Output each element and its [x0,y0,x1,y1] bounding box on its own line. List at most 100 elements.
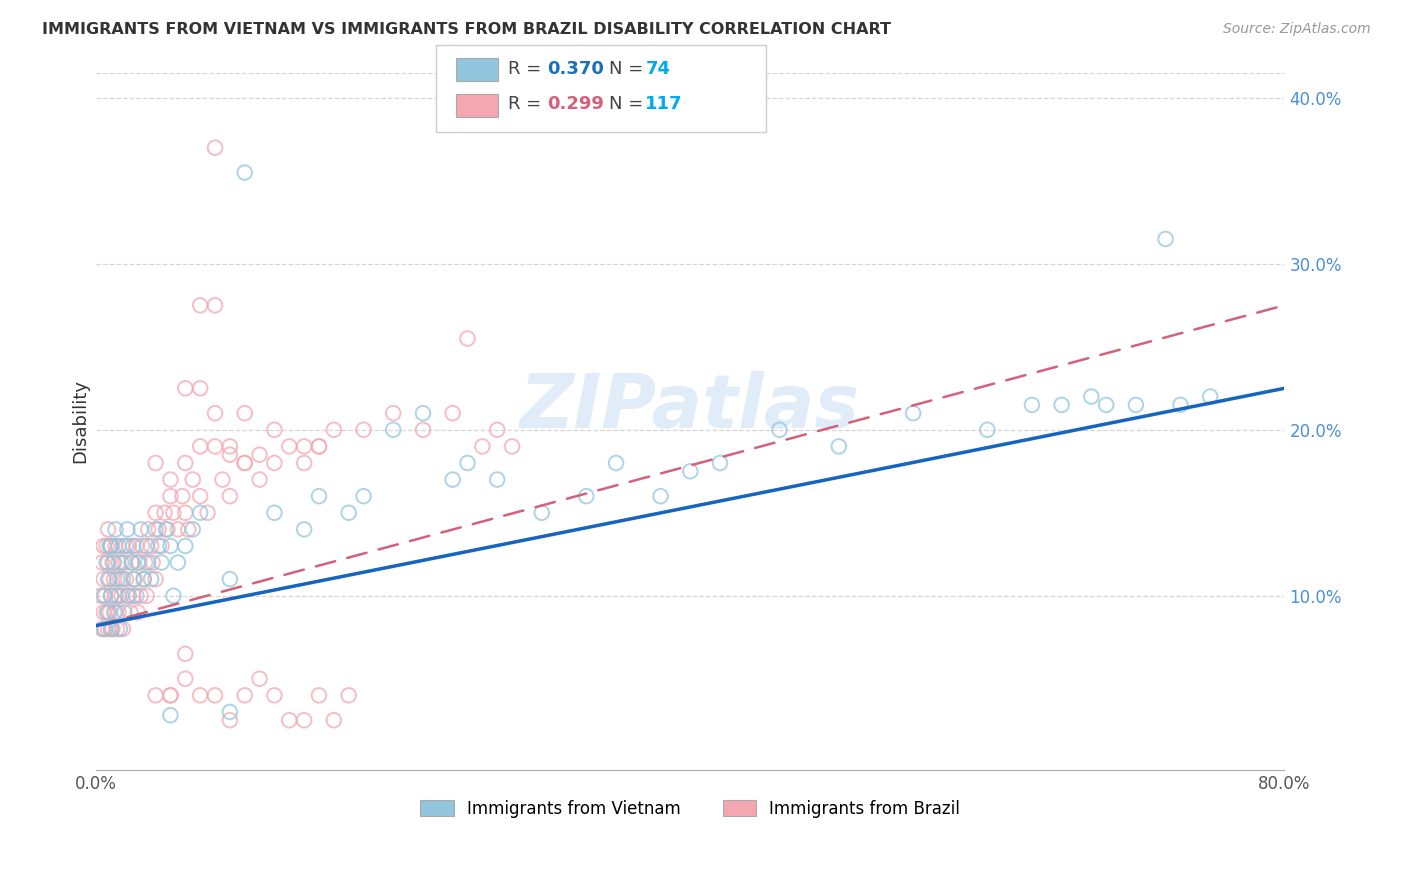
Point [308,439,330,453]
Point [118,589,141,603]
Point [575,489,598,503]
Legend: Immigrants from Vietnam, Immigrants from Brazil: Immigrants from Vietnam, Immigrants from… [413,793,967,824]
Point [159,689,181,703]
Point [159,539,181,553]
Point [322,713,344,727]
Point [1021,398,1043,412]
Point [125,539,148,553]
Point [100,589,122,603]
Point [98,605,121,619]
Point [132,572,155,586]
Point [98,572,121,586]
Text: N =: N = [609,95,648,113]
Point [457,331,479,345]
Point [136,556,159,570]
Point [177,522,200,536]
Point [118,539,141,553]
Point [233,456,256,470]
Point [167,522,190,536]
Text: R =: R = [508,95,547,113]
Point [292,713,315,727]
Point [117,522,139,536]
Y-axis label: Disability: Disability [72,379,89,464]
Point [107,556,129,570]
Point [103,605,125,619]
Point [174,456,197,470]
Point [308,489,330,503]
Point [167,556,190,570]
Point [188,298,211,312]
Point [249,448,271,462]
Point [278,439,301,453]
Point [1170,398,1192,412]
Text: Source: ZipAtlas.com: Source: ZipAtlas.com [1223,22,1371,37]
Point [122,572,145,586]
Point [249,672,271,686]
Point [127,605,149,619]
Point [136,522,159,536]
Point [308,689,330,703]
Point [91,556,114,570]
Point [679,464,702,478]
Point [155,522,177,536]
Point [471,439,494,453]
Point [107,589,129,603]
Point [135,539,157,553]
Point [263,456,285,470]
Point [129,589,152,603]
Point [162,589,184,603]
Point [93,572,115,586]
Point [709,456,731,470]
Point [103,572,125,586]
Point [91,622,114,636]
Point [650,489,672,503]
Point [93,539,115,553]
Point [148,522,170,536]
Point [96,556,118,570]
Point [117,589,139,603]
Point [211,473,233,487]
Point [104,522,127,536]
Point [457,456,479,470]
Point [188,489,211,503]
Point [263,506,285,520]
Point [337,689,360,703]
Point [1199,390,1222,404]
Point [93,622,115,636]
Point [233,406,256,420]
Point [124,572,146,586]
Point [97,522,120,536]
Point [100,539,122,553]
Point [263,423,285,437]
Point [111,539,134,553]
Point [107,539,129,553]
Point [97,556,120,570]
Point [1154,232,1177,246]
Point [159,473,181,487]
Point [382,423,405,437]
Point [337,506,360,520]
Point [353,423,375,437]
Point [204,689,226,703]
Point [292,439,315,453]
Point [233,165,256,179]
Point [218,489,240,503]
Point [145,456,167,470]
Point [159,708,181,723]
Point [122,539,145,553]
Point [100,539,122,553]
Point [104,605,127,619]
Point [1080,390,1102,404]
Point [412,423,434,437]
Point [98,539,121,553]
Point [292,456,315,470]
Point [188,506,211,520]
Point [292,522,315,536]
Point [1050,398,1073,412]
Point [145,522,167,536]
Point [145,689,167,703]
Point [128,556,150,570]
Point [139,539,162,553]
Point [111,622,134,636]
Point [218,448,240,462]
